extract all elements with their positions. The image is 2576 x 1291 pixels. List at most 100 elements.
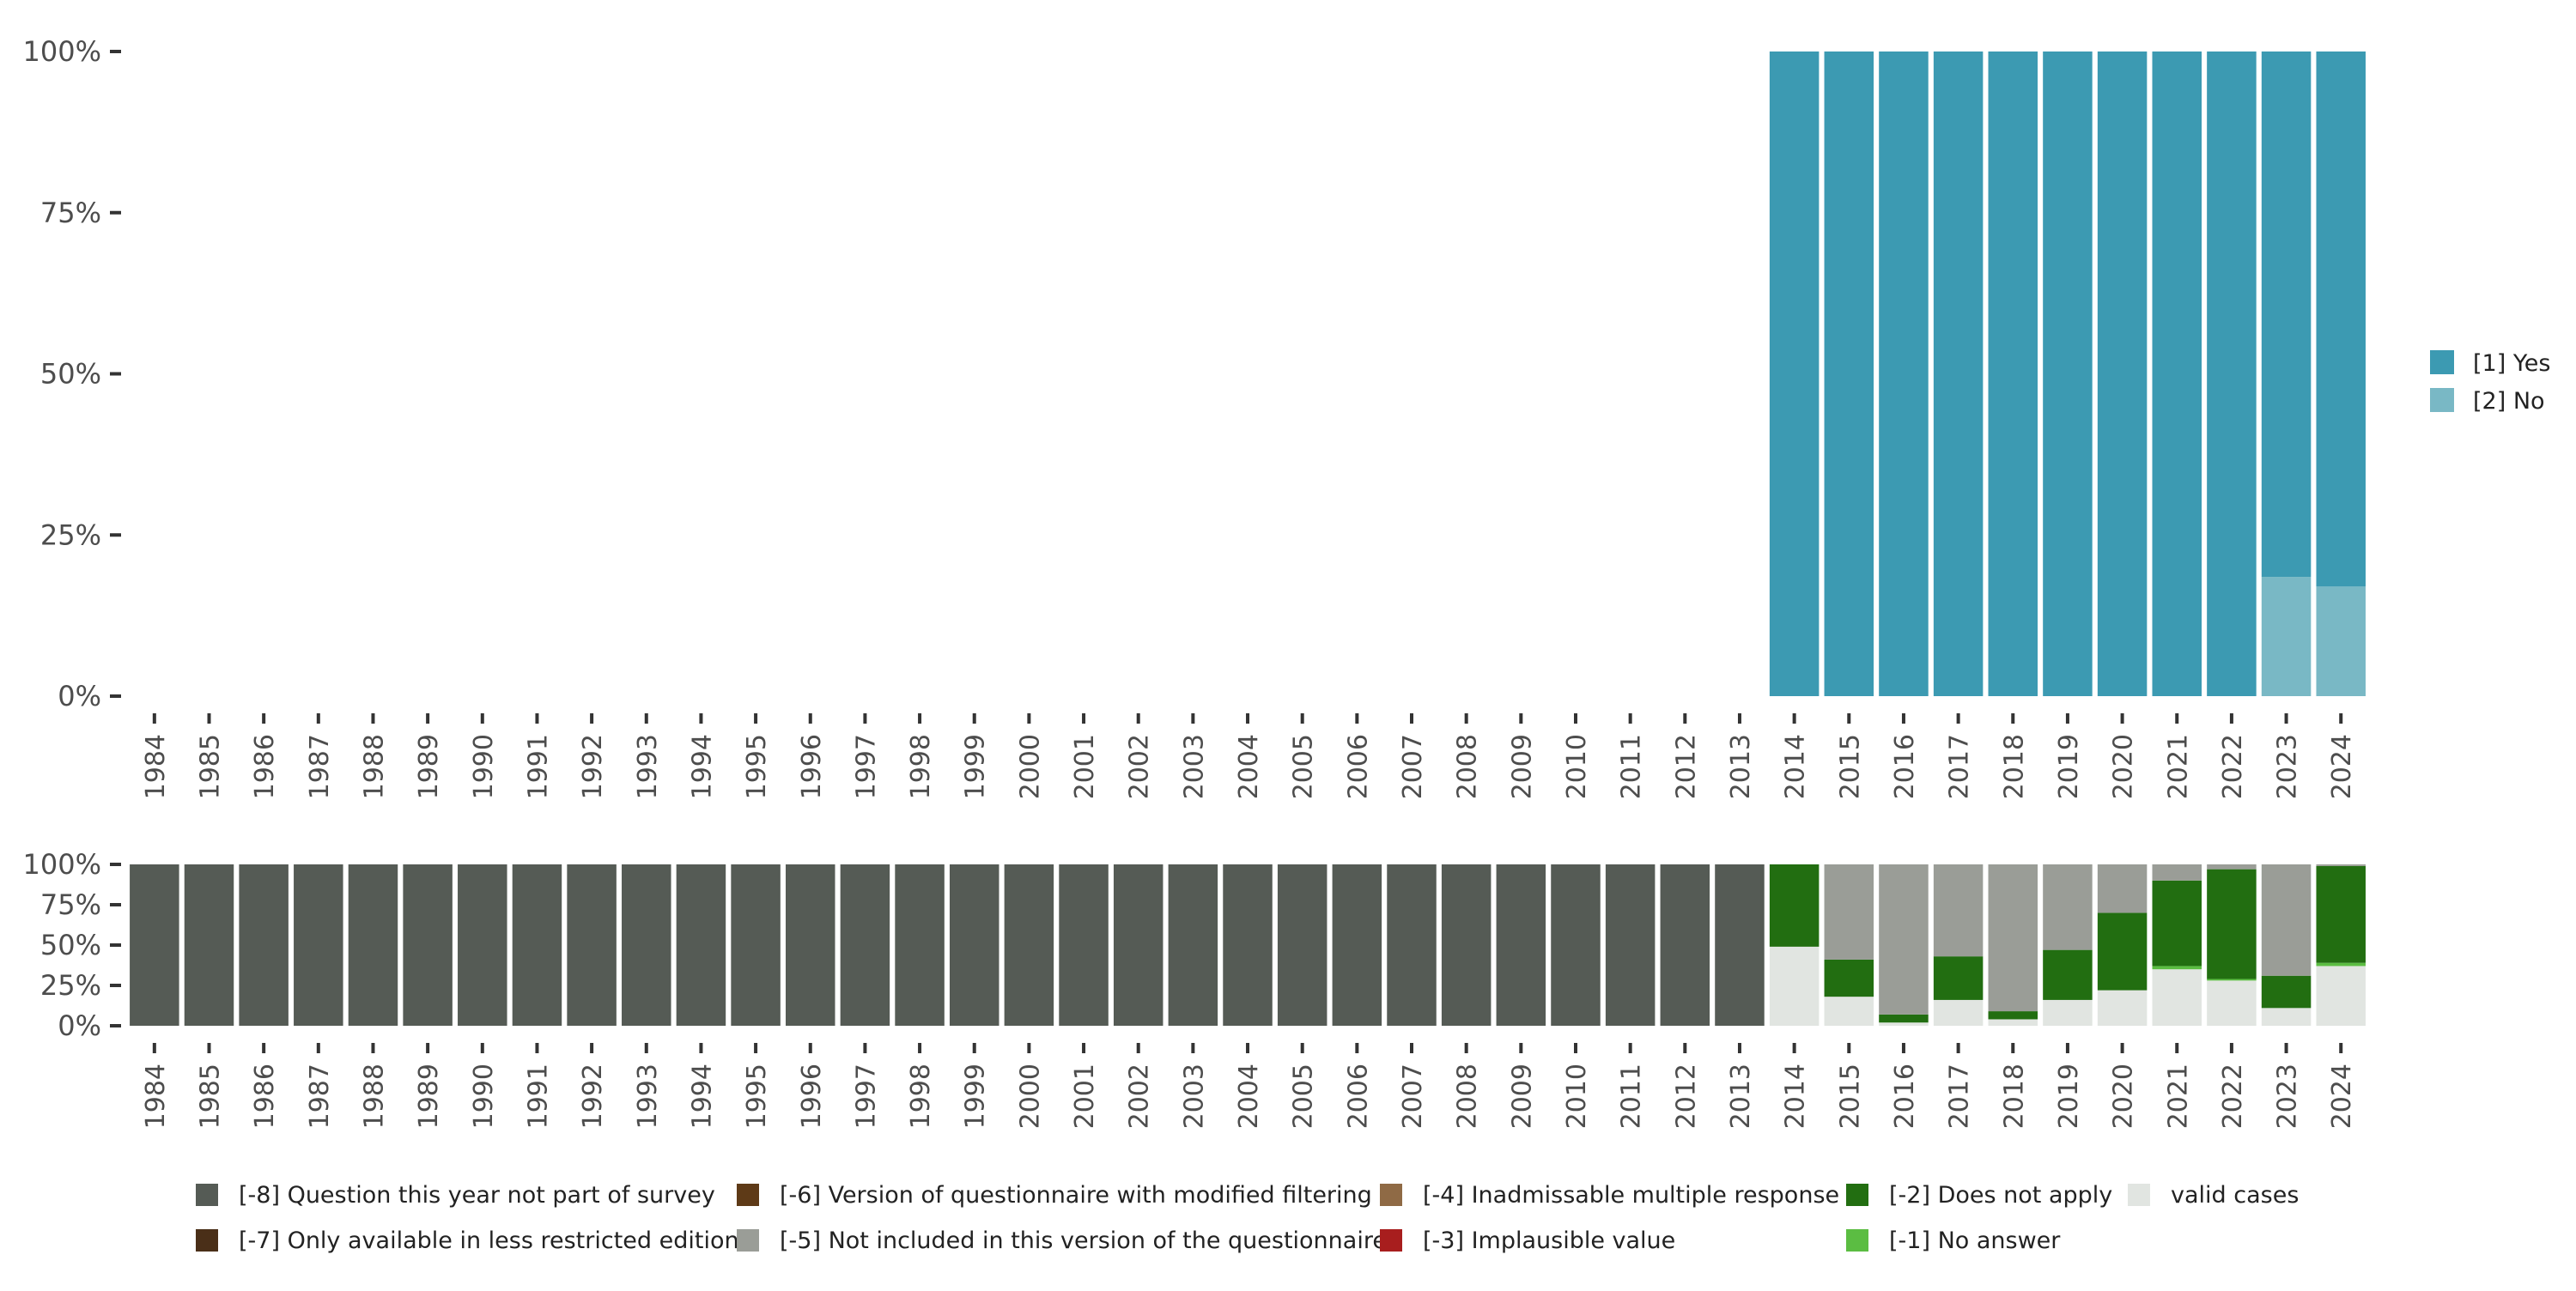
bar-bottom-1992-8-question-this-year-not-part-of-survey (567, 864, 617, 1026)
legend-label-1-yes: [1] Yes (2473, 350, 2550, 377)
bar-bottom-2012-8-question-this-year-not-part-of-survey (1660, 864, 1710, 1026)
x-tick-label-top-2001: 2001 (1070, 734, 1100, 799)
bar-bottom-1993-8-question-this-year-not-part-of-survey (622, 864, 671, 1026)
x-tick-label-top-2018: 2018 (1999, 734, 2029, 799)
x-tick-label-bottom-2014: 2014 (1781, 1064, 1811, 1129)
x-tick-label-bottom-1984: 1984 (141, 1064, 171, 1129)
legend-swatch-4-inadmissable-multiple-response (1380, 1184, 1402, 1206)
x-tick-label-top-2022: 2022 (2218, 734, 2248, 799)
bar-bottom-2023-5-not-included-in-this-version-of-the-questionnaire (2261, 864, 2312, 976)
bar-bottom-2017-valid-cases (1933, 999, 1984, 1026)
bar-bottom-2018-2-does-not-apply (1988, 1011, 2038, 1020)
bar-bottom-1998-8-question-this-year-not-part-of-survey (895, 864, 945, 1026)
x-tick-label-top-1992: 1992 (578, 734, 608, 799)
x-tick-label-top-1985: 1985 (195, 734, 225, 799)
legend-label-7-only-available-in-less-restricted-edition: [-7] Only available in less restricted e… (239, 1227, 739, 1254)
bar-bottom-2004-8-question-this-year-not-part-of-survey (1223, 864, 1273, 1026)
x-tick-label-top-1988: 1988 (359, 734, 389, 799)
bar-bottom-2022-1-no-answer (2207, 979, 2257, 981)
y-tick-label-top-3: 75% (40, 197, 101, 229)
top-chart-panel: 0% 25% 50% 75% 100% 1984 1985 1986 1987 1988 1989 1… (23, 35, 2366, 799)
x-tick-label-top-2008: 2008 (1453, 734, 1483, 799)
bar-bottom-1986-8-question-this-year-not-part-of-survey (239, 864, 289, 1026)
x-tick-label-bottom-2008: 2008 (1453, 1064, 1483, 1129)
y-tick-label-top-4: 100% (23, 35, 101, 68)
bar-bottom-2011-8-question-this-year-not-part-of-survey (1605, 864, 1656, 1026)
bar-top-2020-1-yes (2097, 52, 2148, 696)
legend-label-4-inadmissable-multiple-response: [-4] Inadmissable multiple response (1423, 1182, 1839, 1209)
bar-top-2019-1-yes (2043, 52, 2093, 696)
x-tick-label-top-1989: 1989 (414, 734, 444, 799)
x-tick-label-top-2024: 2024 (2327, 734, 2357, 799)
x-tick-label-top-1993: 1993 (633, 734, 663, 799)
legend-label-8-question-this-year-not-part-of-survey: [-8] Question this year not part of surv… (239, 1182, 715, 1209)
bottom-chart-panel: 0% 25% 50% 75% 100% 1984 1985 1986 1987 1988 1989 1… (23, 848, 2366, 1129)
bar-bottom-2022-2-does-not-apply (2207, 869, 2257, 979)
legend-swatch-6-version-of-questionnaire-with-modified-filtering (737, 1184, 759, 1206)
x-tick-label-top-2006: 2006 (1343, 734, 1373, 799)
x-tick-label-top-1984: 1984 (141, 734, 171, 799)
x-tick-label-bottom-1999: 1999 (961, 1064, 991, 1129)
x-tick-label-bottom-2021: 2021 (2163, 1064, 2193, 1129)
bar-bottom-2017-2-does-not-apply (1933, 956, 1984, 1000)
legend-label-5-not-included-in-this-version-of-the-questionnaire: [-5] Not included in this version of the… (780, 1227, 1387, 1254)
bar-bottom-2020-2-does-not-apply (2097, 912, 2148, 991)
legend-swatch-7-only-available-in-less-restricted-edition (196, 1229, 218, 1252)
x-tick-label-bottom-1993: 1993 (633, 1064, 663, 1129)
x-tick-label-bottom-2017: 2017 (1945, 1064, 1975, 1129)
x-tick-label-bottom-1994: 1994 (687, 1064, 717, 1129)
x-tick-label-top-1990: 1990 (469, 734, 499, 799)
legend-swatch-1-yes (2430, 350, 2454, 374)
bar-bottom-2024-valid-cases (2316, 966, 2366, 1026)
x-tick-label-bottom-1986: 1986 (250, 1064, 280, 1129)
y-tick-label-bottom-0: 0% (58, 1009, 101, 1042)
bar-bottom-1999-8-question-this-year-not-part-of-survey (949, 864, 999, 1026)
bar-bottom-2019-2-does-not-apply (2043, 949, 2093, 1000)
x-tick-label-bottom-2005: 2005 (1289, 1064, 1319, 1129)
bar-bottom-2018-5-not-included-in-this-version-of-the-questionnaire (1988, 864, 2038, 1012)
x-tick-label-top-2017: 2017 (1945, 734, 1975, 799)
x-tick-label-bottom-1995: 1995 (742, 1064, 772, 1129)
y-tick-label-top-1: 25% (40, 518, 101, 551)
x-tick-label-bottom-2013: 2013 (1726, 1064, 1756, 1129)
bar-top-2022-1-yes (2207, 52, 2257, 696)
bar-bottom-1988-8-question-this-year-not-part-of-survey (348, 864, 398, 1026)
bar-bottom-2024-5-not-included-in-this-version-of-the-questionnaire (2316, 864, 2366, 866)
x-tick-label-bottom-2024: 2024 (2327, 1064, 2357, 1129)
x-tick-label-top-2003: 2003 (1179, 734, 1209, 799)
x-tick-label-bottom-1998: 1998 (906, 1064, 936, 1129)
bar-bottom-2016-5-not-included-in-this-version-of-the-questionnaire (1879, 864, 1929, 1015)
bar-top-2024-2-no (2316, 586, 2366, 696)
x-tick-label-bottom-2020: 2020 (2109, 1064, 2139, 1129)
x-tick-label-top-2023: 2023 (2273, 734, 2303, 799)
bar-bottom-2017-5-not-included-in-this-version-of-the-questionnaire (1933, 864, 1984, 957)
x-tick-label-bottom-1997: 1997 (851, 1064, 881, 1129)
bar-bottom-1984-8-question-this-year-not-part-of-survey (130, 864, 179, 1026)
x-tick-label-top-2019: 2019 (2054, 734, 2084, 799)
bar-top-2014-1-yes (1769, 52, 1820, 696)
x-tick-label-bottom-2015: 2015 (1835, 1064, 1865, 1129)
legend-swatch-5-not-included-in-this-version-of-the-questionnaire (737, 1229, 759, 1252)
bar-bottom-2005-8-question-this-year-not-part-of-survey (1277, 864, 1327, 1026)
legend-swatch-8-question-this-year-not-part-of-survey (196, 1184, 218, 1206)
x-tick-label-top-1991: 1991 (523, 734, 553, 799)
bar-bottom-1987-8-question-this-year-not-part-of-survey (294, 864, 343, 1026)
x-tick-label-bottom-2001: 2001 (1070, 1064, 1100, 1129)
x-tick-label-bottom-1988: 1988 (359, 1064, 389, 1129)
bar-bottom-2016-valid-cases (1879, 1022, 1929, 1026)
x-tick-label-top-2015: 2015 (1835, 734, 1865, 799)
bar-bottom-2024-2-does-not-apply (2316, 865, 2366, 963)
x-tick-label-top-2016: 2016 (1890, 734, 1920, 799)
x-tick-label-bottom-1996: 1996 (797, 1064, 827, 1129)
legend-label-2-no: [2] No (2473, 388, 2545, 415)
y-tick-label-bottom-4: 100% (23, 848, 101, 881)
x-tick-label-bottom-2006: 2006 (1343, 1064, 1373, 1129)
bar-bottom-2023-valid-cases (2261, 1008, 2312, 1026)
legend-label-3-implausible-value: [-3] Implausible value (1423, 1227, 1675, 1254)
bar-bottom-1996-8-question-this-year-not-part-of-survey (786, 864, 835, 1026)
bar-bottom-2020-valid-cases (2097, 990, 2148, 1026)
bar-top-2018-1-yes (1988, 52, 2038, 696)
bar-bottom-2008-8-question-this-year-not-part-of-survey (1441, 864, 1492, 1026)
x-tick-label-top-2011: 2011 (1617, 734, 1647, 799)
